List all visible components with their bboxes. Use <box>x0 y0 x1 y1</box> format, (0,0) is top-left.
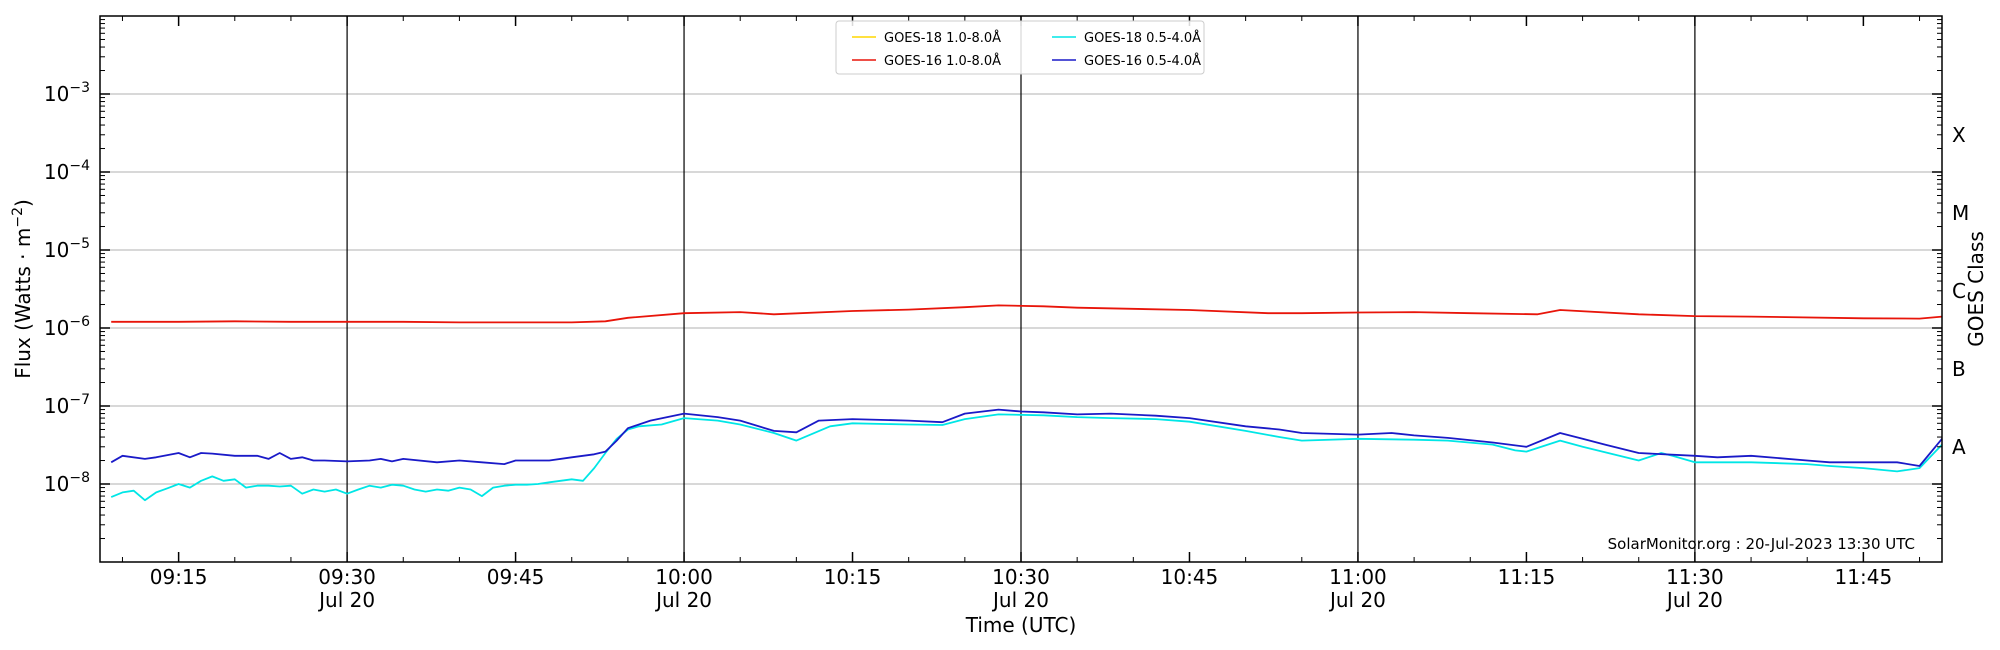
y-tick-label: 10−6 <box>44 314 90 340</box>
x-tick-label: 10:45 <box>1161 565 1219 589</box>
x-axis-title: Time (UTC) <box>965 613 1077 637</box>
y-tick-label: 10−3 <box>44 80 90 106</box>
axis-ticks <box>100 16 1942 562</box>
goes-class-axis-title: GOES Class <box>1964 231 1988 347</box>
legend-label: GOES-18 0.5-4.0Å <box>1084 30 1201 46</box>
x-tick-label: 11:45 <box>1835 565 1893 589</box>
series-line-3 <box>110 408 1943 467</box>
x-tick-label: 11:15 <box>1498 565 1556 589</box>
goes-class-label: B <box>1952 357 1966 381</box>
x-tick-label: 09:30 <box>318 565 376 589</box>
x-tick-date-label: Jul 20 <box>317 588 375 612</box>
x-tick-date-label: Jul 20 <box>991 588 1049 612</box>
legend-label: GOES-16 0.5-4.0Å <box>1084 53 1201 69</box>
x-tick-label: 09:45 <box>487 565 545 589</box>
x-tick-label: 09:15 <box>150 565 208 589</box>
x-tick-date-label: Jul 20 <box>1328 588 1386 612</box>
credit-text: SolarMonitor.org : 20-Jul-2023 13:30 UTC <box>1608 535 1915 553</box>
y-tick-label: 10−5 <box>44 236 90 262</box>
x-tick-label: 10:15 <box>824 565 882 589</box>
y-tick-label: 10−4 <box>44 158 90 184</box>
goes-class-label: M <box>1952 201 1969 225</box>
x-tick-label: 10:30 <box>992 565 1050 589</box>
series-line-1 <box>111 304 1943 324</box>
x-tick-label: 11:00 <box>1329 565 1387 589</box>
series-lines <box>110 304 1943 502</box>
goes-class-label: X <box>1952 123 1966 147</box>
y-tick-label: 10−7 <box>44 392 90 418</box>
legend: GOES-18 1.0-8.0Å GOES-16 1.0-8.0Å GOES-18 … <box>835 20 1205 75</box>
legend-label: GOES-18 1.0-8.0Å <box>884 30 1001 46</box>
legend-label: GOES-16 1.0-8.0Å <box>884 53 1001 69</box>
y-axis-title: Flux (Watts · m−2) <box>10 199 35 379</box>
x-tick-label: 11:30 <box>1666 565 1724 589</box>
x-tick-date-label: Jul 20 <box>1665 588 1723 612</box>
legend-box <box>835 20 1205 75</box>
x-tick-label: 10:00 <box>655 565 713 589</box>
goes-class-label: A <box>1952 435 1966 459</box>
day-marker-lines <box>346 16 1696 562</box>
series-line-2 <box>110 413 1943 502</box>
y-tick-label: 10−8 <box>44 470 90 496</box>
x-tick-date-label: Jul 20 <box>654 588 712 612</box>
goes-class-label: C <box>1952 279 1966 303</box>
